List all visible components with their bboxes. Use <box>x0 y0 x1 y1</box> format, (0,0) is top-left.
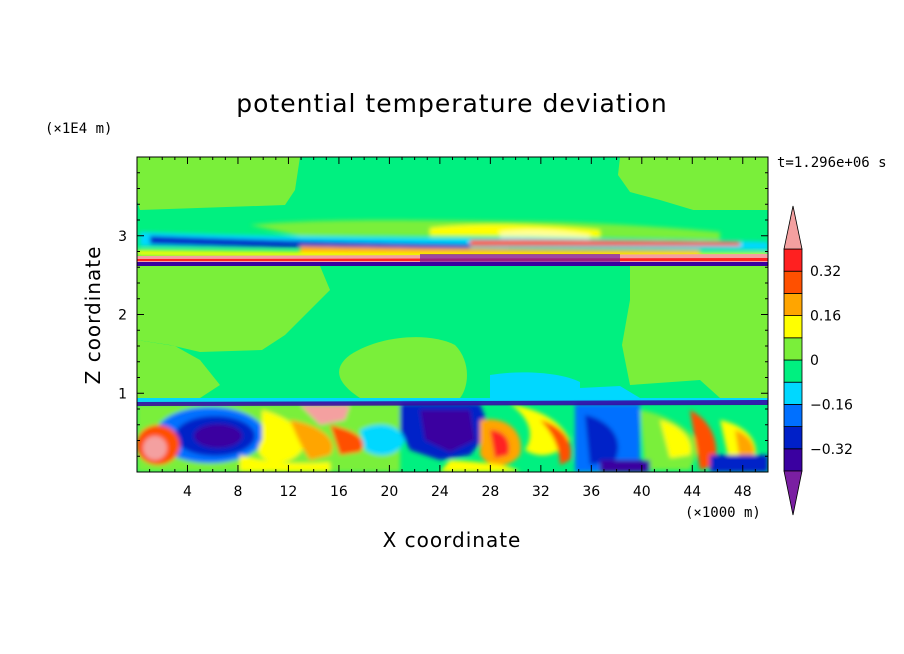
contour-field <box>137 157 768 472</box>
time-label: t=1.296e+06 s <box>777 155 887 171</box>
colorbar-band-6 <box>783 315 803 339</box>
x-tick-label-8: 36 <box>582 484 600 500</box>
y-axis-unit: (×1E4 m) <box>45 121 112 137</box>
x-axis: 4 8 12 16 20 24 28 32 36 40 44 48 <box>149 157 756 500</box>
x-tick-label-11: 48 <box>734 484 752 500</box>
colorbar-band-2 <box>783 403 803 427</box>
colorbar-band-5 <box>783 337 803 361</box>
x-tick-label-7: 32 <box>532 484 550 500</box>
colorbar-band-3 <box>783 381 803 405</box>
x-tick-label-5: 24 <box>431 484 449 500</box>
y-tick-label-0: 1 <box>118 386 127 402</box>
y-tick-label-2: 3 <box>118 229 127 245</box>
y-axis-label: Z coordinate <box>81 246 105 385</box>
x-tick-label-0: 4 <box>183 484 192 500</box>
colorbar-label-0: 0.32 <box>810 264 841 280</box>
x-tick-label-6: 28 <box>481 484 499 500</box>
colorbar-low-triangle <box>783 470 803 516</box>
colorbar-band-1 <box>783 426 803 450</box>
y-axis: 1 2 3 <box>118 172 768 457</box>
x-tick-label-9: 40 <box>633 484 651 500</box>
chart-title: potential temperature deviation <box>236 89 667 118</box>
x-tick-label-3: 16 <box>330 484 348 500</box>
colorbar-label-4: −0.32 <box>810 442 853 458</box>
colorbar-band-4 <box>783 359 803 383</box>
x-tick-label-1: 8 <box>233 484 242 500</box>
colorbar-band-0 <box>783 448 803 472</box>
colorbar-band-7 <box>783 292 803 316</box>
colorbar-band-9 <box>783 248 803 272</box>
x-tick-label-2: 12 <box>280 484 298 500</box>
colorbar-label-1: 0.16 <box>810 309 841 325</box>
colorbar-high-triangle <box>783 205 803 250</box>
y-tick-label-1: 2 <box>118 308 127 324</box>
colorbar: 0.32 0.16 0 −0.16 −0.32 <box>783 205 853 516</box>
x-axis-unit: (×1000 m) <box>685 505 761 521</box>
colorbar-label-2: 0 <box>810 353 819 369</box>
x-axis-label: X coordinate <box>383 528 522 552</box>
x-tick-label-4: 20 <box>380 484 398 500</box>
x-tick-label-10: 44 <box>683 484 701 500</box>
colorbar-band-8 <box>783 270 803 294</box>
colorbar-label-3: −0.16 <box>810 397 853 413</box>
